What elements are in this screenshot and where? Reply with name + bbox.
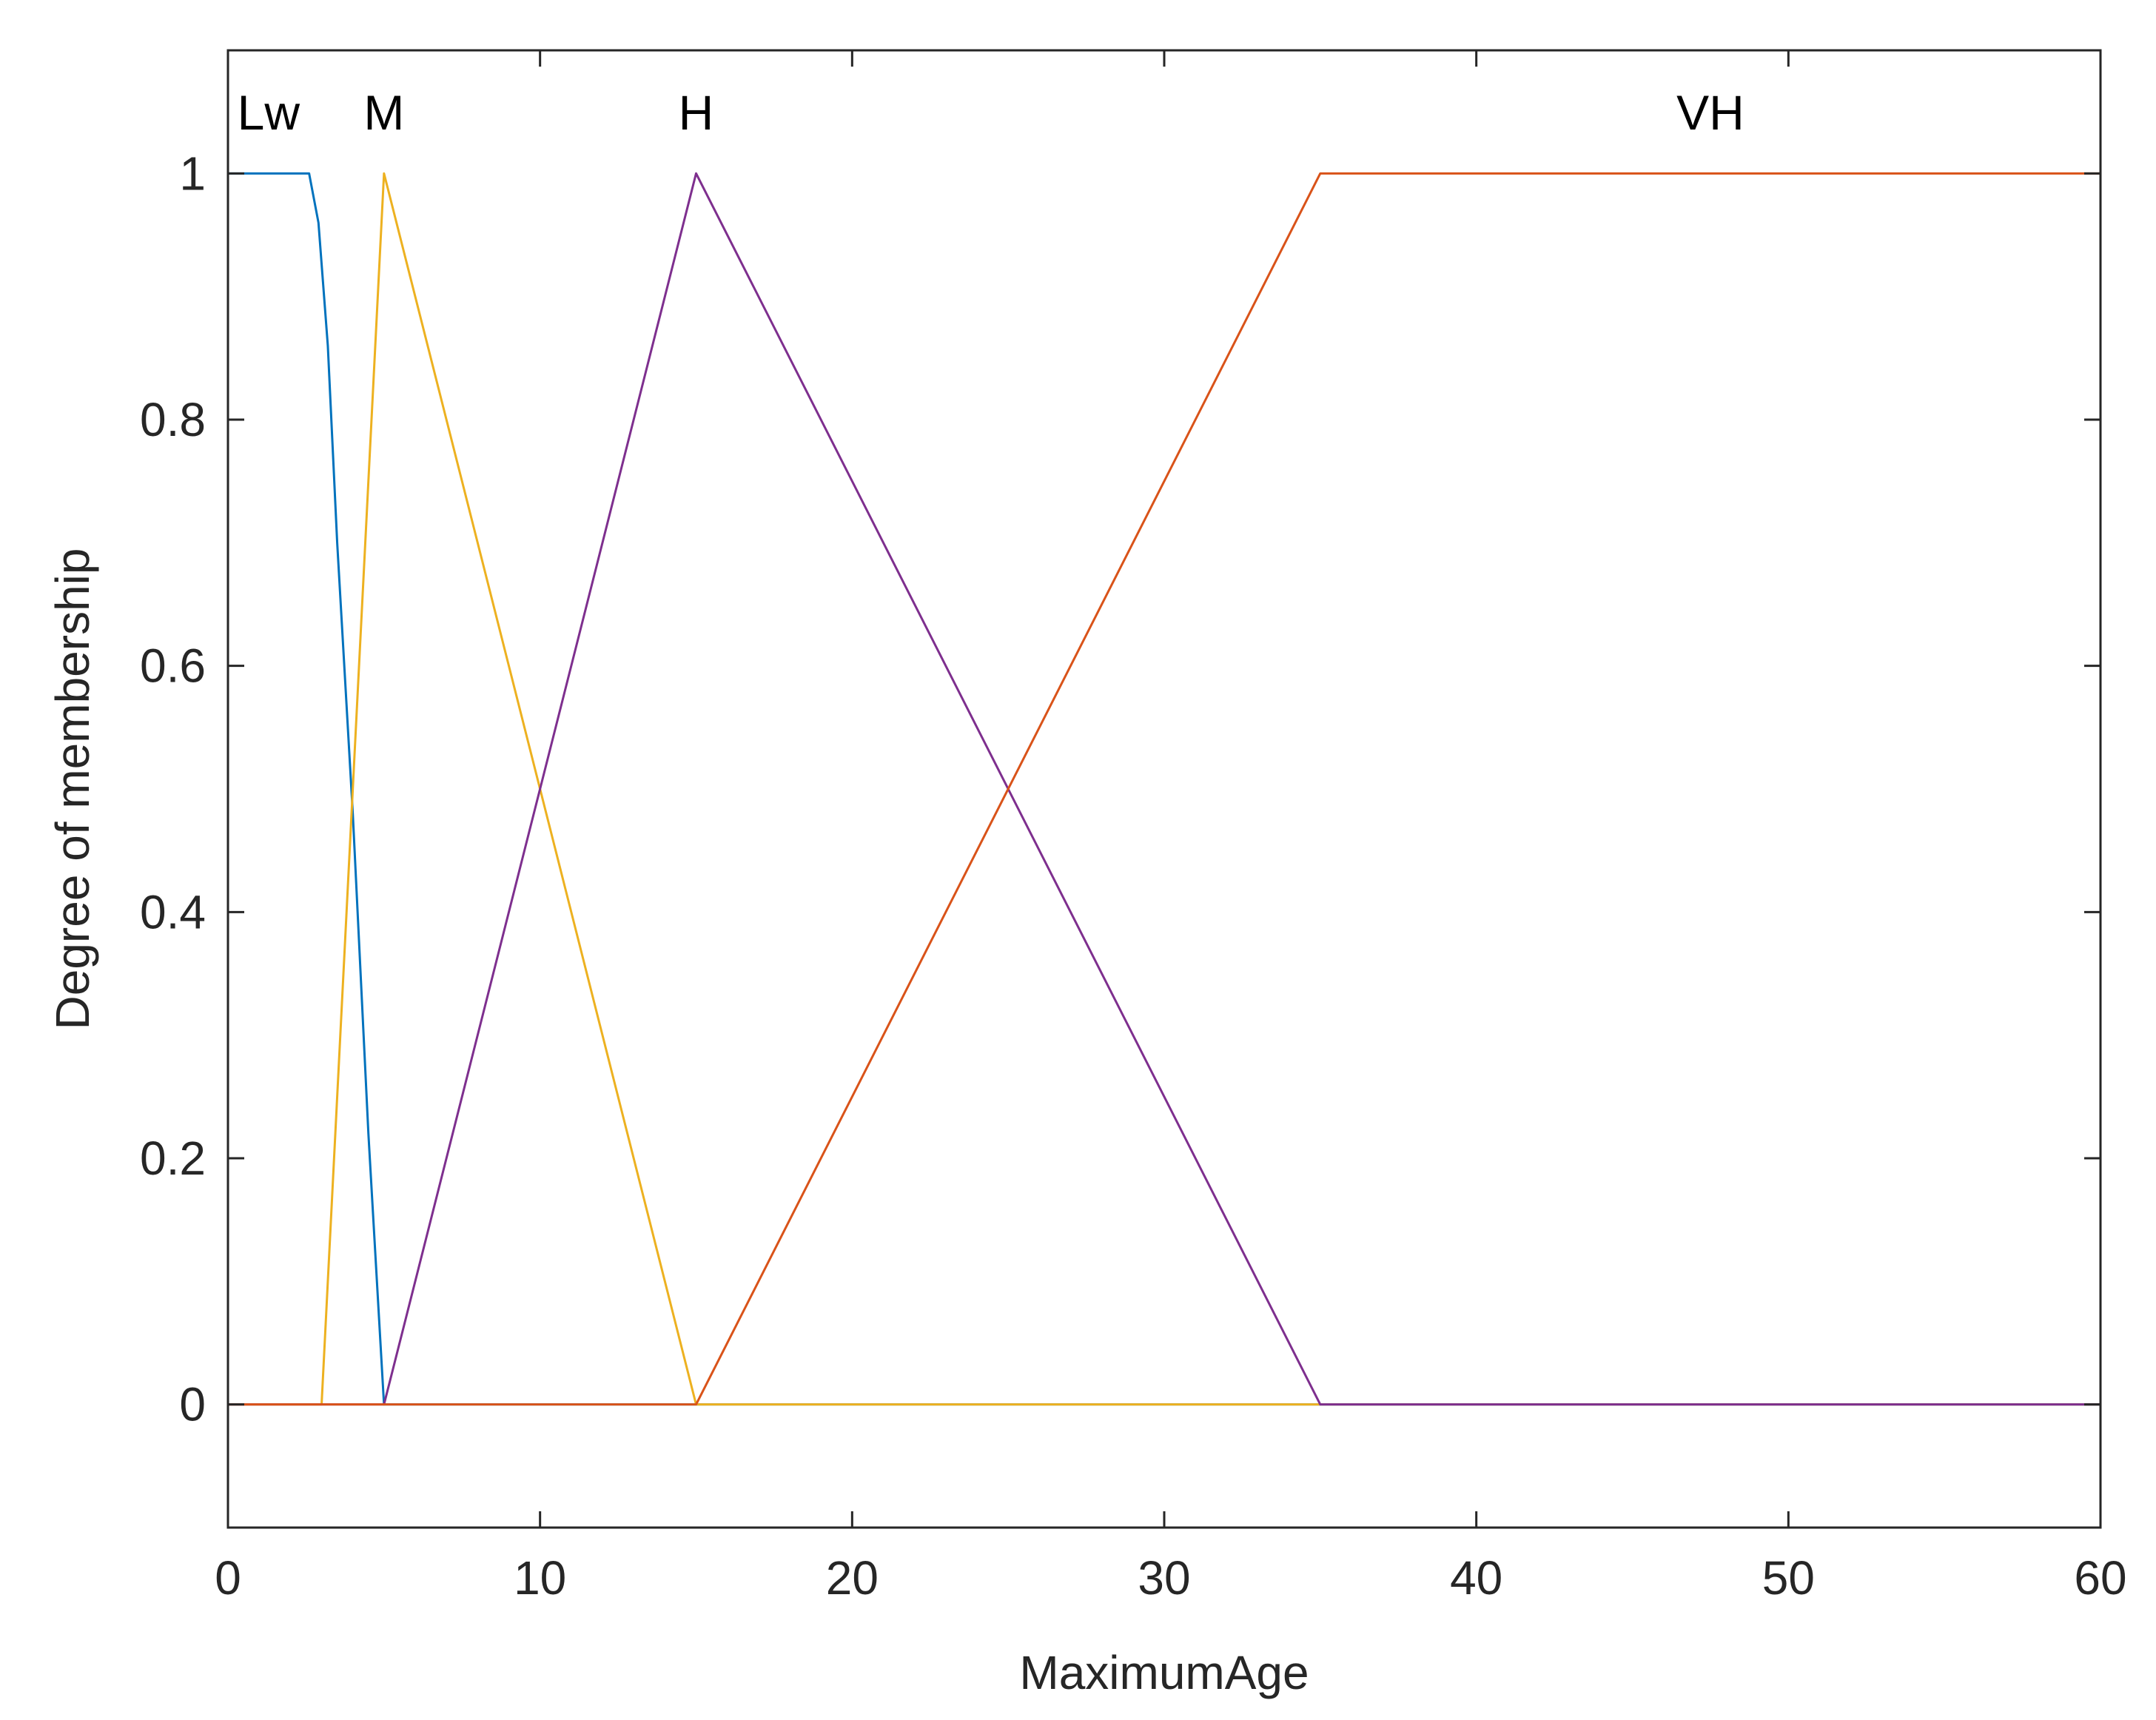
plot-area xyxy=(228,50,2100,1528)
x-tick-label: 40 xyxy=(1450,1551,1502,1605)
x-tick-label: 60 xyxy=(2074,1551,2126,1605)
mf-label-vh: VH xyxy=(1676,85,1744,140)
axes-layer: 0 10 20 30 40 50 60 0 0.2 0.4 0.6 0.8 1 xyxy=(140,49,2127,1605)
y-tick-label: 0.4 xyxy=(140,885,206,938)
y-axis-title: Degree of membership xyxy=(46,548,99,1030)
y-tick-label: 0.6 xyxy=(140,639,206,693)
series-layer xyxy=(226,172,2102,1406)
x-tick-label: 0 xyxy=(215,1551,241,1605)
series-line-vh xyxy=(226,172,2102,1406)
y-tick-label: 1 xyxy=(179,147,206,200)
mf-label-m: M xyxy=(363,85,404,140)
x-tick-label: 30 xyxy=(1138,1551,1190,1605)
mf-label-lw: Lw xyxy=(238,85,300,140)
y-tick-label: 0.2 xyxy=(140,1132,206,1185)
x-tick-label: 50 xyxy=(1762,1551,1815,1605)
x-tick-label: 20 xyxy=(826,1551,879,1605)
series-line-lw xyxy=(226,172,2102,1406)
y-tick-label: 0.8 xyxy=(140,393,206,446)
x-axis-title: MaximumAge xyxy=(1019,1646,1309,1699)
y-tick-label: 0 xyxy=(179,1378,206,1431)
annotation-layer: Lw M H VH xyxy=(238,85,1744,140)
mf-label-h: H xyxy=(679,85,714,140)
x-tick-label: 10 xyxy=(514,1551,566,1605)
plot-background xyxy=(228,50,2100,1528)
